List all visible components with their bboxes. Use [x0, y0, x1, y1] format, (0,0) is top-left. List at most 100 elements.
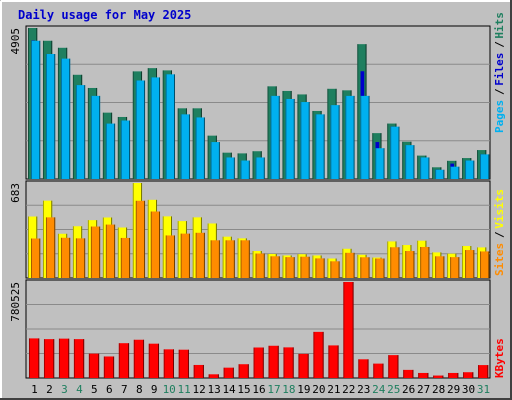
bar-sites-day-14: [225, 240, 235, 278]
bar-pages-day-21: [330, 105, 340, 179]
bar-pages-day-4: [75, 85, 86, 179]
bar-pages-day-13: [210, 142, 220, 179]
y-axis-max-label: 683: [9, 183, 22, 203]
x-tick-day-21: 21: [327, 383, 340, 396]
legend-visits: Visits: [493, 189, 506, 229]
bar-kbytes-day-21: [328, 345, 339, 378]
panel-hits-files-pages: 4905: [9, 25, 491, 180]
bar-pages-day-23: [360, 95, 370, 179]
bar-sites-day-17: [270, 256, 280, 278]
bar-pages-day-3: [60, 58, 71, 179]
bar-kbytes-day-4: [73, 339, 85, 378]
bar-kbytes-day-26: [403, 369, 414, 378]
bar-pages-day-24: [375, 148, 385, 179]
x-tick-day-20: 20: [312, 383, 325, 396]
bar-pages-day-25: [390, 126, 400, 179]
x-tick-day-6: 6: [106, 383, 113, 396]
bar-sites-day-1: [31, 238, 41, 278]
bar-kbytes-day-13: [208, 374, 219, 378]
x-tick-day-4: 4: [76, 383, 83, 396]
bar-kbytes-day-6: [103, 356, 115, 378]
bar-kbytes-day-28: [433, 375, 444, 378]
bar-sites-day-24: [375, 258, 385, 278]
bar-sites-day-21: [330, 261, 340, 278]
bar-pages-day-31: [480, 154, 490, 179]
legend-pages: Pages: [493, 100, 506, 133]
bar-sites-day-5: [90, 226, 101, 278]
right-legends: Pages / Files / Hits Sites / Visits KBytes: [493, 12, 506, 378]
legend-separator: /: [493, 41, 506, 48]
bar-pages-day-29: [450, 166, 460, 179]
bar-sites-day-12: [195, 232, 205, 278]
bar-kbytes-day-10: [163, 349, 174, 378]
bar-kbytes-day-19: [298, 353, 309, 378]
bar-sites-day-2: [45, 217, 56, 278]
bar-sites-day-13: [210, 240, 220, 278]
bar-pages-day-9: [150, 77, 161, 179]
bar-pages-day-7: [120, 120, 131, 179]
bar-sites-day-27: [420, 246, 430, 278]
bar-kbytes-day-8: [133, 339, 145, 378]
bar-sites-day-3: [60, 237, 71, 278]
bar-kbytes-day-20: [313, 331, 324, 378]
bar-kbytes-day-14: [223, 367, 234, 378]
bar-sites-day-10: [165, 235, 175, 278]
bar-sites-day-19: [300, 256, 310, 278]
x-tick-day-25: 25: [387, 383, 400, 396]
x-tick-day-13: 13: [207, 383, 220, 396]
bar-kbytes-day-7: [118, 343, 130, 378]
bar-kbytes-day-29: [448, 372, 459, 378]
bar-kbytes-day-18: [283, 347, 294, 378]
x-tick-day-29: 29: [447, 383, 460, 396]
x-tick-day-5: 5: [91, 383, 98, 396]
bar-sites-day-25: [390, 247, 400, 278]
bar-pages-day-27: [420, 157, 430, 179]
x-tick-day-12: 12: [193, 383, 206, 396]
x-axis-day-labels: 1 2 3 4 5 6 7 8 9 10 11 12 13 14 15 16 17 18 19 20 21 22 23 24 2…: [31, 383, 490, 396]
bar-pages-day-16: [255, 157, 265, 179]
x-tick-day-11: 11: [178, 383, 191, 396]
chart-title: Daily usage for May 2025: [18, 8, 191, 22]
bar-sites-day-29: [450, 257, 460, 278]
x-tick-day-24: 24: [372, 383, 386, 396]
bar-pages-day-12: [195, 117, 205, 179]
bar-pages-day-15: [240, 160, 250, 179]
bar-kbytes-day-16: [253, 347, 264, 378]
x-tick-day-10: 10: [163, 383, 176, 396]
bar-sites-day-15: [240, 240, 250, 278]
legend-kbytes: KBytes: [493, 338, 506, 378]
x-tick-day-14: 14: [222, 383, 236, 396]
x-tick-day-15: 15: [237, 383, 250, 396]
bar-kbytes-day-3: [58, 338, 70, 378]
y-axis-max-label: 4905: [9, 28, 22, 55]
bar-kbytes-day-12: [193, 364, 204, 378]
bar-kbytes-day-1: [29, 338, 40, 378]
bar-pages-day-1: [31, 40, 41, 179]
y-axis-max-label: 780525: [9, 282, 22, 322]
bar-pages-day-20: [315, 114, 325, 179]
panel-kbytes: 780525: [9, 279, 491, 379]
bar-sites-day-4: [75, 238, 86, 278]
x-tick-day-3: 3: [61, 383, 68, 396]
legend-sites: Sites: [493, 243, 506, 276]
x-tick-day-7: 7: [121, 383, 128, 396]
bar-sites-day-26: [405, 251, 415, 278]
bar-sites-day-22: [345, 252, 355, 278]
bar-kbytes-day-30: [463, 372, 474, 378]
bar-sites-day-31: [480, 251, 490, 278]
bar-sites-day-8: [135, 200, 146, 278]
bar-pages-day-30: [465, 160, 475, 179]
x-tick-day-26: 26: [402, 383, 415, 396]
bar-sites-day-9: [150, 211, 161, 278]
x-tick-day-31: 31: [477, 383, 490, 396]
bar-pages-day-14: [225, 157, 235, 179]
bar-pages-day-26: [405, 145, 415, 179]
x-tick-day-28: 28: [432, 383, 445, 396]
x-tick-day-9: 9: [151, 383, 158, 396]
bar-pages-day-6: [105, 123, 116, 179]
bar-kbytes-day-23: [358, 359, 369, 378]
bar-pages-day-28: [435, 169, 445, 179]
bar-sites-day-16: [255, 253, 265, 278]
bar-kbytes-day-9: [148, 343, 160, 378]
